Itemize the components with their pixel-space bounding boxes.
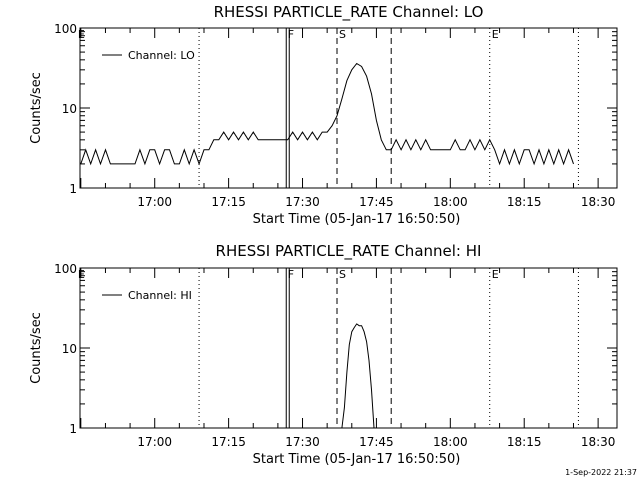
lo-x-tick-label: 17:30 xyxy=(285,195,320,209)
hi-markers xyxy=(198,268,579,428)
hi-x-tick-label: 17:00 xyxy=(137,435,172,449)
hi-chart-title: RHESSI PARTICLE_RATE Channel: HI xyxy=(216,242,482,261)
lo-x-tick-label: 18:15 xyxy=(507,195,542,209)
panel-hi: RHESSI PARTICLE_RATE Channel: HI 1 10 100 Co… xyxy=(29,242,618,467)
lo-chart-title: RHESSI PARTICLE_RATE Channel: LO xyxy=(214,3,484,22)
hi-x-axis-label: Start Time (05-Jan-17 16:50:50) xyxy=(253,452,461,467)
lo-x-tick-label: 18:00 xyxy=(433,195,468,209)
lo-y-axis-label: Counts/sec xyxy=(29,72,44,144)
lo-marker-label: E xyxy=(78,28,85,41)
lo-y-tick-label: 1 xyxy=(69,182,77,196)
hi-y-tick-label: 100 xyxy=(54,262,77,276)
timestamp: 1-Sep-2022 21:37 xyxy=(565,468,637,477)
lo-markers xyxy=(198,28,579,188)
lo-legend-entry: Channel: LO xyxy=(128,49,195,62)
hi-marker-label: S xyxy=(339,268,346,281)
lo-marker-label: S xyxy=(339,28,346,41)
lo-y-tick-label: 10 xyxy=(62,102,77,116)
hi-series-line xyxy=(341,323,375,428)
lo-marker-label: E xyxy=(492,28,499,41)
hi-legend: Channel: HI xyxy=(102,289,192,302)
hi-x-tick-label: 18:00 xyxy=(433,435,468,449)
hi-marker-label: E xyxy=(492,268,499,281)
panel-lo: RHESSI PARTICLE_RATE Channel: LO 1 10 100 Co… xyxy=(29,3,618,227)
hi-x-tick-label: 17:30 xyxy=(285,435,320,449)
hi-legend-entry: Channel: HI xyxy=(128,289,192,302)
hi-x-tick-label: 18:15 xyxy=(507,435,542,449)
hi-y-tick-label: 1 xyxy=(69,422,77,436)
lo-series-line xyxy=(80,62,574,166)
lo-y-tick-label: 100 xyxy=(54,22,77,36)
lo-marker-label: F xyxy=(288,28,294,41)
hi-y-tick-label: 10 xyxy=(62,342,77,356)
hi-x-tick-label: 18:30 xyxy=(581,435,616,449)
lo-x-tick-label: 17:00 xyxy=(137,195,172,209)
hi-y-axis-label: Counts/sec xyxy=(29,312,44,384)
lo-x-axis-label: Start Time (05-Jan-17 16:50:50) xyxy=(253,212,461,227)
lo-x-tick-label: 17:15 xyxy=(211,195,246,209)
lo-x-tick-label: 17:45 xyxy=(359,195,394,209)
hi-marker-label: E xyxy=(78,268,85,281)
lo-x-tick-label: 18:30 xyxy=(581,195,616,209)
hi-x-tick-label: 17:45 xyxy=(359,435,394,449)
hi-x-tick-label: 17:15 xyxy=(211,435,246,449)
lo-legend: Channel: LO xyxy=(102,49,195,62)
hi-marker-label: F xyxy=(288,268,294,281)
